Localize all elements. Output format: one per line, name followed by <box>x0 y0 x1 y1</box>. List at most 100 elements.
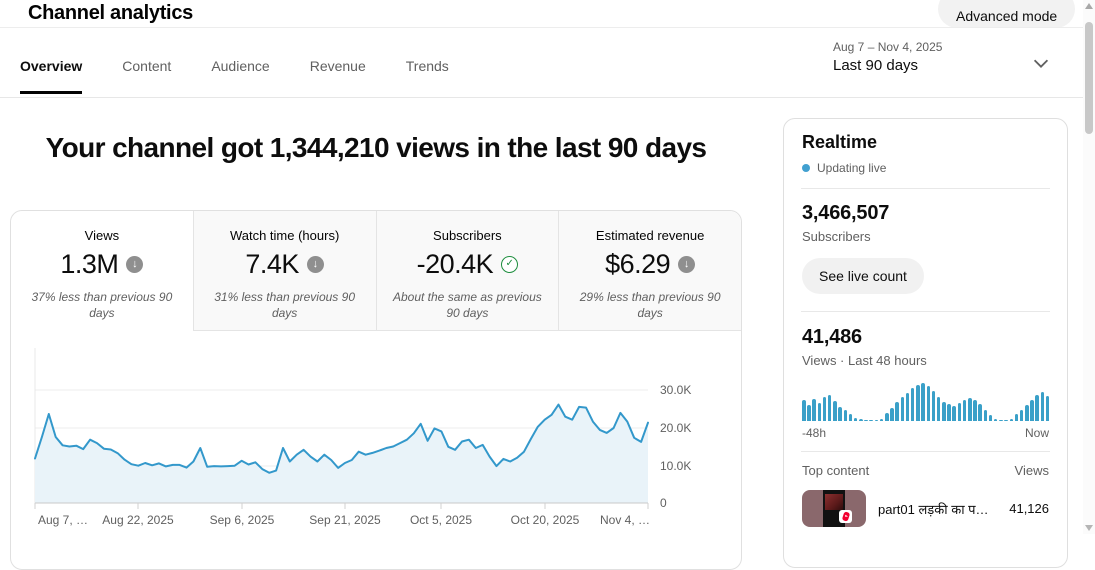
realtime-bar <box>874 419 879 421</box>
realtime-bar <box>827 395 832 421</box>
date-preset-text: Last 90 days <box>833 57 919 74</box>
top-video-title: part01 लड़की का प… <box>878 501 989 517</box>
divider <box>801 451 1050 452</box>
realtime-bar <box>843 410 847 421</box>
shorts-badge-icon <box>839 510 852 523</box>
divider <box>801 311 1050 312</box>
realtime-bar <box>978 404 982 421</box>
realtime-bar <box>802 400 806 421</box>
scroll-up-arrow-icon[interactable] <box>1085 3 1093 9</box>
axis-right-label: Now <box>1024 426 1049 440</box>
realtime-bar <box>864 419 868 421</box>
realtime-bar <box>947 404 951 421</box>
x-tick-label: Oct 5, 2025 <box>409 513 473 527</box>
views-line-chart[interactable]: 30.0K 20.0K 10.0K 0 Aug 7, … Aug 22, 202… <box>10 330 741 534</box>
top-content-label: Top content <box>802 463 870 478</box>
realtime-bar <box>1014 414 1019 421</box>
realtime-bar <box>1009 418 1013 421</box>
trend-down-icon: ↓ <box>306 256 324 273</box>
chart-line <box>34 403 649 474</box>
metric-label: Views <box>84 228 120 243</box>
realtime-bar <box>1035 395 1039 421</box>
page-title: Channel analytics <box>28 2 193 24</box>
scrollbar-thumb[interactable] <box>1085 22 1093 134</box>
realtime-bar <box>993 418 998 421</box>
realtime-subscribers-label: Subscribers <box>802 229 871 244</box>
chart-area-fill <box>35 404 648 503</box>
realtime-bar-chart[interactable] <box>802 381 1050 421</box>
realtime-bar <box>910 387 915 421</box>
realtime-bar <box>1045 395 1050 421</box>
realtime-bar <box>807 405 811 421</box>
realtime-bar <box>942 402 946 421</box>
scroll-down-arrow-icon[interactable] <box>1085 525 1093 531</box>
metric-card-row: Views 1.3M ↓ 37% less than previous 90 d… <box>11 211 741 331</box>
realtime-bar <box>988 415 993 421</box>
top-video-row[interactable]: part01 लड़की का प… 41,126 <box>802 490 1049 527</box>
realtime-bar <box>936 397 941 421</box>
metric-label: Watch time (hours) <box>229 228 340 243</box>
metric-card-revenue[interactable]: Estimated revenue $6.29 ↓ 29% less than … <box>558 211 741 331</box>
realtime-bar <box>957 402 962 421</box>
metric-value: 7.4K <box>245 249 299 279</box>
chevron-down-icon <box>1033 59 1049 68</box>
x-tick-label: Sep 6, 2025 <box>209 513 275 527</box>
date-range-picker[interactable]: Aug 7 – Nov 4, 2025 Last 90 days <box>833 40 1063 74</box>
video-thumbnail <box>802 490 866 527</box>
metric-value: -20.4K <box>416 249 494 279</box>
x-tick-label: Sep 21, 2025 <box>309 513 381 527</box>
tab-overview[interactable]: Overview <box>20 58 83 94</box>
realtime-bar <box>890 407 894 421</box>
tab-trends[interactable]: Trends <box>405 58 449 74</box>
realtime-bar <box>952 405 956 421</box>
metric-card-watch-time[interactable]: Watch time (hours) 7.4K ↓ 31% less than … <box>192 211 376 331</box>
tabbar-divider <box>0 97 1083 98</box>
realtime-bar <box>838 406 842 421</box>
metric-card-views[interactable]: Views 1.3M ↓ 37% less than previous 90 d… <box>11 211 193 331</box>
axis-left-label: -48h <box>802 426 827 440</box>
x-tick-label: Aug 7, … <box>38 513 89 527</box>
header-divider <box>0 27 1083 28</box>
date-range-text: Aug 7 – Nov 4, 2025 <box>833 40 943 54</box>
realtime-bar <box>926 386 930 421</box>
realtime-bar <box>973 400 977 421</box>
realtime-bar <box>1040 392 1045 421</box>
views-column-label: Views <box>1014 463 1049 478</box>
x-tick-label: Aug 22, 2025 <box>102 513 174 527</box>
y-tick-label: 20.0K <box>660 421 692 435</box>
realtime-panel: Realtime Updating live 3,466,507 Subscri… <box>783 118 1068 568</box>
metric-card-subscribers[interactable]: Subscribers -20.4K ✓ About the same as p… <box>375 211 559 331</box>
realtime-bar <box>1019 409 1024 421</box>
metric-value: 1.3M <box>60 249 119 279</box>
realtime-views-count: 41,486 <box>802 326 862 348</box>
thumbnail-image <box>825 494 843 510</box>
shorts-logo-icon <box>841 511 850 522</box>
y-tick-label: 0 <box>660 496 667 510</box>
y-tick-label: 30.0K <box>660 383 692 397</box>
realtime-bar <box>848 414 853 421</box>
realtime-bar <box>885 413 889 421</box>
tab-audience[interactable]: Audience <box>211 58 270 74</box>
realtime-bar <box>905 392 910 421</box>
realtime-bar <box>895 402 899 421</box>
page-scrollbar[interactable] <box>1083 0 1095 534</box>
realtime-title: Realtime <box>802 132 878 152</box>
tab-content[interactable]: Content <box>122 58 172 74</box>
trend-same-check-icon: ✓ <box>501 256 519 273</box>
metric-delta: About the same as previous 90 days <box>392 290 542 321</box>
metric-delta: 37% less than previous 90 days <box>31 290 173 321</box>
realtime-bar <box>812 398 816 421</box>
realtime-bar <box>879 419 884 421</box>
realtime-bar <box>900 397 905 421</box>
realtime-bar <box>853 417 858 421</box>
metric-delta: 31% less than previous 90 days <box>214 290 355 321</box>
realtime-bar <box>1004 419 1008 421</box>
trend-down-icon: ↓ <box>678 256 696 273</box>
realtime-bar <box>962 399 967 421</box>
metric-label: Subscribers <box>433 228 502 243</box>
y-tick-label: 10.0K <box>660 459 692 473</box>
see-live-count-button[interactable]: See live count <box>802 258 924 294</box>
advanced-mode-button[interactable]: Advanced mode <box>938 0 1076 28</box>
views-headline: Your channel got 1,344,210 views in the … <box>45 132 707 163</box>
tab-revenue[interactable]: Revenue <box>309 58 366 74</box>
